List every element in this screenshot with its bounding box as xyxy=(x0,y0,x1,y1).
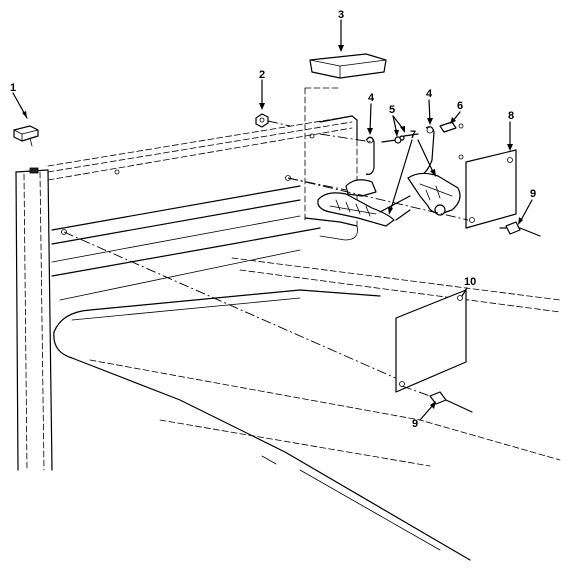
pin-lower-part xyxy=(401,385,473,413)
seat-deck xyxy=(53,289,561,561)
callout-label-4-left: 4 xyxy=(368,92,375,104)
callout-label-7: 7 xyxy=(410,129,417,141)
callout-label-4-right: 4 xyxy=(426,88,433,100)
middle-rails xyxy=(51,185,561,313)
foam-pad-part xyxy=(309,53,387,79)
pin-upper-part xyxy=(499,221,541,237)
assembly-leaders xyxy=(61,175,469,381)
side-plate-small-part xyxy=(458,149,517,229)
callout-label-9-lower: 9 xyxy=(412,418,419,430)
callout-label-8: 8 xyxy=(508,110,515,122)
top-rail xyxy=(47,115,358,181)
callout-label-1: 1 xyxy=(10,82,17,94)
hinge-assembly xyxy=(287,121,464,227)
nut-part xyxy=(255,113,291,128)
callout-label-2: 2 xyxy=(259,69,266,81)
callout-arrows xyxy=(12,19,533,421)
callout-label-3: 3 xyxy=(338,9,345,21)
back-panel-outline xyxy=(304,87,358,241)
vertical-post xyxy=(15,167,53,471)
end-cap-part xyxy=(13,125,39,147)
side-plate-large-part xyxy=(395,289,467,393)
callout-label-10: 10 xyxy=(464,276,477,288)
callout-label-9-upper: 9 xyxy=(530,188,537,200)
callout-label-6: 6 xyxy=(457,100,464,112)
callout-label-5: 5 xyxy=(389,104,396,116)
